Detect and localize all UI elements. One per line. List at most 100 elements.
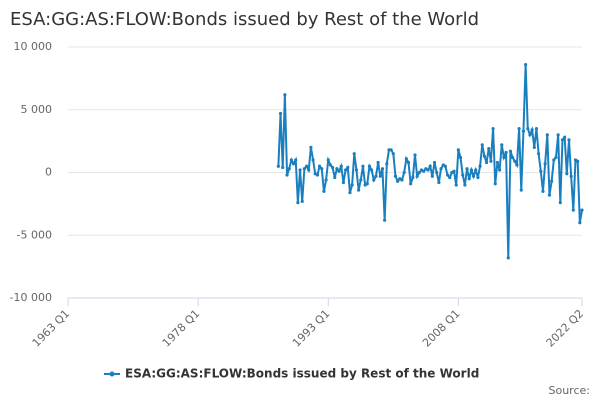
point: [569, 174, 573, 178]
point: [482, 154, 487, 158]
point: [506, 256, 510, 260]
chart-title: ESA:GG:AS:FLOW:Bonds issued by Rest of t…: [10, 9, 479, 30]
point: [426, 168, 430, 172]
point: [350, 183, 354, 187]
point: [474, 168, 478, 172]
line: [277, 64, 583, 258]
point: [348, 190, 352, 195]
point: [367, 164, 372, 168]
point: [528, 133, 532, 137]
point: [422, 169, 426, 173]
point: [285, 173, 289, 177]
point: [484, 160, 489, 165]
point: [383, 218, 387, 222]
point: [454, 183, 458, 187]
point: [502, 155, 506, 160]
point: [361, 164, 365, 168]
point: [376, 160, 380, 165]
legend-label: ESA:GG:AS:FLOW:Bonds issued by Rest of t…: [125, 367, 479, 381]
point: [389, 148, 393, 152]
point: [537, 152, 541, 156]
point: [563, 135, 567, 139]
point: [545, 133, 549, 137]
point: [372, 178, 376, 182]
point: [409, 182, 413, 186]
point: [432, 160, 437, 165]
point: [287, 167, 291, 171]
point: [330, 165, 335, 170]
point: [480, 143, 484, 147]
point: [465, 167, 469, 171]
point: [493, 182, 497, 186]
point: [283, 93, 287, 97]
point: [515, 163, 519, 167]
point: [406, 160, 411, 165]
point: [289, 158, 293, 162]
point: [547, 193, 552, 197]
point: [402, 170, 406, 175]
y-tick-label: -5 000: [17, 228, 52, 241]
point: [489, 159, 493, 163]
point: [452, 169, 456, 173]
point: [428, 164, 432, 168]
point: [328, 163, 333, 167]
point: [576, 159, 580, 163]
point: [322, 189, 326, 193]
point: [521, 129, 526, 133]
point: [526, 126, 530, 131]
point: [294, 158, 298, 162]
x-tick-label: 1978 Q1: [160, 307, 203, 350]
point: [281, 165, 285, 170]
point: [445, 173, 450, 177]
point: [439, 167, 443, 171]
point: [278, 111, 283, 116]
point: [567, 138, 571, 142]
y-tick-label: -10 000: [10, 291, 52, 304]
point: [510, 155, 515, 160]
point: [550, 179, 554, 183]
point: [370, 168, 374, 172]
point: [519, 188, 523, 192]
point: [413, 153, 417, 157]
point: [300, 199, 304, 203]
point: [467, 177, 471, 181]
point: [326, 158, 330, 162]
point: [302, 167, 306, 171]
point: [541, 189, 545, 193]
point: [504, 150, 508, 155]
point: [560, 138, 565, 142]
point: [296, 201, 300, 205]
x-tick-label: 1993 Q1: [290, 307, 333, 350]
point: [543, 162, 547, 166]
point: [471, 174, 476, 178]
point: [458, 155, 463, 160]
point: [500, 143, 504, 147]
point: [530, 128, 534, 132]
point: [291, 162, 296, 166]
point: [335, 167, 339, 171]
point: [463, 183, 467, 187]
point: [315, 173, 320, 177]
point: [339, 164, 343, 168]
point: [554, 155, 558, 160]
point: [352, 152, 356, 156]
point: [378, 174, 382, 178]
point: [324, 178, 328, 182]
point: [365, 182, 369, 186]
point: [396, 179, 400, 183]
y-tick-label: 5 000: [21, 103, 53, 116]
point: [478, 164, 482, 168]
point: [359, 178, 363, 182]
point: [532, 145, 536, 149]
point: [487, 147, 491, 151]
point: [400, 178, 404, 182]
point: [491, 126, 495, 131]
point: [552, 158, 556, 162]
y-tick-label: 0: [45, 166, 52, 179]
point: [534, 126, 539, 131]
point: [508, 149, 513, 153]
point: [357, 188, 361, 192]
legend-marker: [109, 371, 115, 377]
point: [333, 175, 337, 180]
